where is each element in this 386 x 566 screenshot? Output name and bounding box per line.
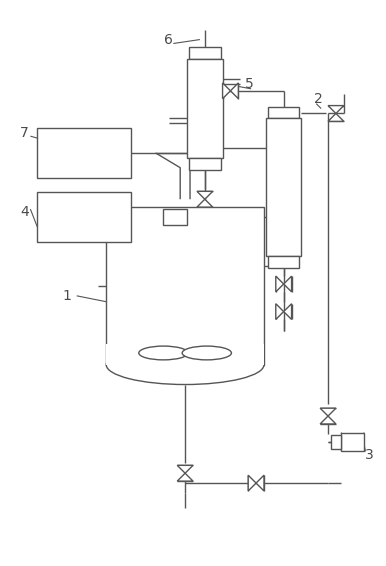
Text: 6: 6 bbox=[164, 33, 173, 46]
Polygon shape bbox=[197, 191, 213, 199]
Polygon shape bbox=[320, 408, 336, 416]
Bar bbox=[187, 59, 223, 158]
Bar bbox=[106, 207, 264, 365]
Polygon shape bbox=[223, 83, 230, 98]
Text: 4: 4 bbox=[20, 205, 29, 219]
Bar bbox=[189, 48, 220, 59]
Bar bbox=[106, 344, 264, 365]
Bar bbox=[189, 158, 220, 170]
Polygon shape bbox=[320, 416, 336, 424]
Text: 1: 1 bbox=[63, 289, 71, 303]
Polygon shape bbox=[256, 475, 264, 491]
Bar bbox=[268, 256, 300, 268]
Ellipse shape bbox=[139, 346, 188, 360]
Polygon shape bbox=[328, 106, 344, 113]
Bar bbox=[163, 209, 187, 225]
Bar bbox=[37, 192, 131, 242]
Polygon shape bbox=[276, 276, 284, 292]
Polygon shape bbox=[284, 304, 291, 319]
Bar bbox=[268, 106, 300, 118]
Text: 3: 3 bbox=[365, 448, 374, 462]
Polygon shape bbox=[230, 83, 238, 98]
Ellipse shape bbox=[182, 346, 232, 360]
Polygon shape bbox=[276, 304, 284, 319]
Text: 7: 7 bbox=[20, 126, 29, 140]
Polygon shape bbox=[284, 276, 291, 292]
Bar bbox=[331, 435, 341, 449]
Bar bbox=[266, 118, 301, 256]
Bar bbox=[341, 433, 364, 451]
Polygon shape bbox=[177, 473, 193, 481]
Text: 2: 2 bbox=[314, 92, 323, 106]
Polygon shape bbox=[177, 465, 193, 473]
Bar bbox=[37, 128, 131, 178]
Polygon shape bbox=[328, 113, 344, 121]
Polygon shape bbox=[248, 475, 256, 491]
Text: 5: 5 bbox=[245, 77, 254, 91]
Ellipse shape bbox=[106, 345, 264, 384]
Polygon shape bbox=[197, 199, 213, 207]
